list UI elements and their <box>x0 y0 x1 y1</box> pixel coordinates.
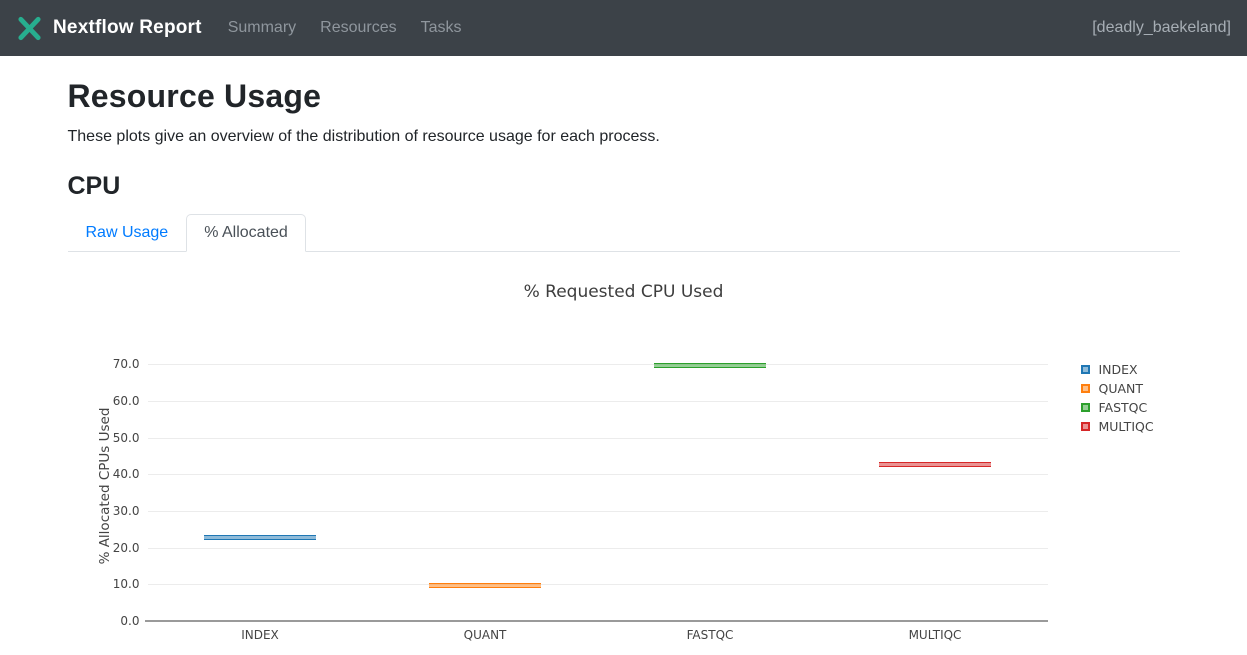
legend-item-index[interactable]: INDEX <box>1080 360 1154 379</box>
y-gridline <box>147 547 1048 549</box>
y-tick-label: 30.0 <box>112 504 140 518</box>
section-title-cpu: CPU <box>67 172 121 200</box>
main-content: Resource Usage These plots give an overv… <box>54 78 1194 655</box>
legend-swatch-icon <box>1080 365 1090 374</box>
y-tick-label: 50.0 <box>112 430 140 445</box>
chart-title: % Requested CPU Used <box>523 282 724 302</box>
legend-swatch-icon <box>1080 384 1090 393</box>
x-tick-label: MULTIQC <box>908 628 962 642</box>
x-tick-label: FASTQC <box>686 628 734 642</box>
y-tick-label: 40.0 <box>112 467 140 482</box>
chart-legend: INDEX QUANT FASTQC MULTIQC <box>1080 360 1154 436</box>
box-mark-multiqc[interactable] <box>879 461 991 467</box>
legend-item-quant[interactable]: QUANT <box>1080 379 1154 398</box>
legend-item-fastqc[interactable]: FASTQC <box>1080 398 1154 417</box>
y-tick-label: 70.0 <box>112 357 140 372</box>
x-tick-label: INDEX <box>241 628 279 642</box>
legend-swatch-icon <box>1080 403 1090 412</box>
page-description: These plots give an overview of the dist… <box>67 128 660 145</box>
y-gridline <box>147 474 1048 476</box>
y-gridline <box>147 511 1048 512</box>
brand-title: Nextflow Report <box>53 17 202 38</box>
box-mark-quant[interactable] <box>429 582 541 588</box>
y-tick-label: 20.0 <box>112 540 140 555</box>
navbar: Nextflow Report Summary Resources Tasks … <box>0 0 1247 56</box>
y-gridline <box>147 364 1048 366</box>
nav-item-summary[interactable]: Summary <box>227 19 297 36</box>
legend-swatch-icon <box>1080 422 1090 431</box>
y-tick-label: 10.0 <box>112 577 140 592</box>
y-gridline <box>147 584 1048 586</box>
y-tick-label: 0.0 <box>120 614 140 628</box>
x-axis-line <box>144 620 1048 622</box>
legend-label: QUANT <box>1098 381 1144 396</box>
session-name: [deadly_baekeland] <box>1092 19 1231 36</box>
y-tick-label: 60.0 <box>112 394 140 408</box>
y-gridline <box>147 437 1048 439</box>
y-gridline <box>147 401 1048 402</box>
tab-pct-allocated[interactable]: % Allocated <box>186 214 306 252</box>
nav-item-resources[interactable]: Resources <box>320 19 397 36</box>
legend-label: MULTIQC <box>1098 419 1154 434</box>
box-mark-index[interactable] <box>204 534 316 540</box>
page-title: Resource Usage <box>67 78 322 114</box>
legend-label: INDEX <box>1098 362 1138 377</box>
cpu-tabs: Raw Usage % Allocated <box>67 214 1180 252</box>
x-tick-label: QUANT <box>463 628 507 642</box>
box-mark-fastqc[interactable] <box>654 362 766 368</box>
legend-label: FASTQC <box>1098 400 1148 415</box>
cpu-allocated-chart: % Requested CPU Used % Allocated CPUs Us… <box>68 256 1180 655</box>
navbar-brand: Nextflow Report <box>16 15 202 42</box>
nav-item-tasks[interactable]: Tasks <box>420 19 462 36</box>
tab-raw-usage[interactable]: Raw Usage <box>85 224 169 241</box>
navbar-links: Summary Resources Tasks <box>228 19 462 37</box>
legend-item-multiqc[interactable]: MULTIQC <box>1080 417 1154 436</box>
nextflow-logo-icon <box>16 15 43 42</box>
